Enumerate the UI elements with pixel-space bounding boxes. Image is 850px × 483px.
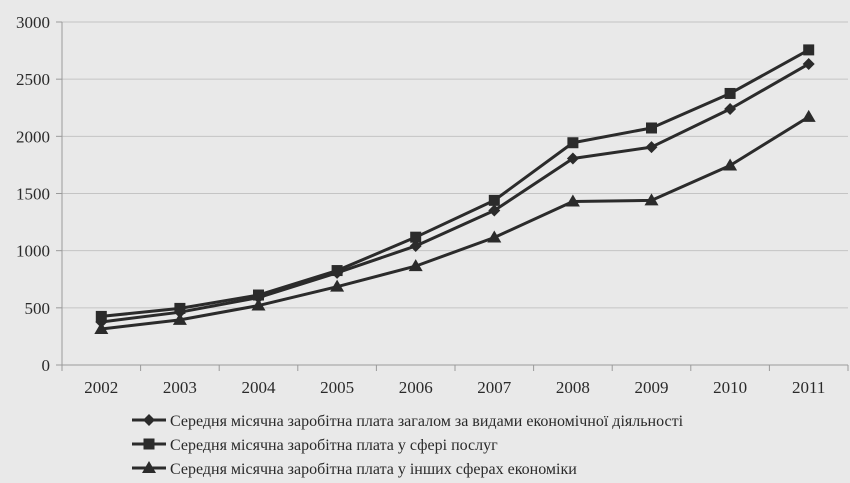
y-tick-label: 1000 (16, 242, 50, 261)
series-2 (95, 44, 815, 322)
data-point (724, 87, 736, 99)
data-point (565, 194, 580, 207)
data-point (567, 137, 579, 149)
axes (56, 21, 849, 371)
data-point (802, 57, 815, 70)
data-point (331, 265, 343, 277)
data-point (330, 279, 345, 292)
series-line (101, 62, 810, 324)
data-point (253, 289, 264, 301)
data-point (251, 298, 266, 311)
x-tick-label: 2011 (792, 378, 825, 397)
data-point (174, 302, 186, 314)
x-tick-label: 2010 (713, 378, 747, 397)
series-1 (95, 57, 815, 329)
series-line (101, 48, 810, 318)
x-tick-label: 2006 (399, 378, 433, 397)
legend-item: Середня місячна заробітна плата у інших … (132, 461, 577, 478)
series-group (94, 44, 816, 334)
x-tick-label: 2005 (320, 378, 354, 397)
legend-item: Середня місячна заробітна плата загалом … (132, 413, 684, 430)
data-point (488, 204, 501, 217)
x-tick-label: 2009 (635, 378, 669, 397)
legend-item: Середня місячна заробітна плата у сфері … (132, 437, 498, 454)
series-3 (94, 109, 816, 334)
data-point (644, 193, 659, 206)
data-point (723, 158, 738, 171)
x-tick-label: 2004 (242, 378, 277, 397)
data-point (803, 44, 815, 56)
legend: Середня місячна заробітна плата загалом … (132, 413, 684, 478)
data-point (410, 231, 422, 243)
y-tick-label: 2000 (16, 127, 50, 146)
data-point (488, 194, 500, 206)
data-point (94, 321, 109, 334)
data-point (645, 141, 658, 154)
y-tick-label: 2500 (16, 70, 50, 89)
x-tick-label: 2003 (163, 378, 197, 397)
data-point (724, 103, 737, 116)
grid-lines (62, 21, 848, 309)
legend-label: Середня місячна заробітна плата у інших … (170, 461, 577, 478)
data-point (566, 152, 579, 165)
data-point (95, 310, 107, 322)
data-point (172, 312, 187, 325)
y-tick-label: 3000 (16, 13, 50, 32)
data-point (408, 259, 423, 272)
x-axis-tick-labels: 2002 2003 2004 2005 2006 2007 2008 2009 2010 2011 (84, 378, 825, 397)
x-tick-label: 2002 (84, 378, 118, 397)
data-point (646, 122, 657, 134)
legend-marker (143, 438, 155, 450)
y-tick-label: 1500 (16, 185, 50, 204)
x-tick-label: 2007 (477, 378, 512, 397)
y-tick-label: 0 (42, 356, 51, 375)
legend-label: Середня місячна заробітна плата загалом … (170, 413, 684, 430)
legend-marker (142, 461, 156, 473)
series-line (101, 115, 810, 331)
data-point (801, 109, 816, 122)
x-tick-label: 2008 (556, 378, 590, 397)
legend-label: Середня місячна заробітна плата у сфері … (170, 437, 498, 454)
y-axis-tick-labels: 0 500 1000 1500 2000 2500 3000 (16, 13, 50, 375)
legend-marker (143, 414, 155, 426)
data-point (409, 239, 422, 252)
data-point (487, 230, 502, 243)
y-tick-label: 500 (25, 299, 51, 318)
